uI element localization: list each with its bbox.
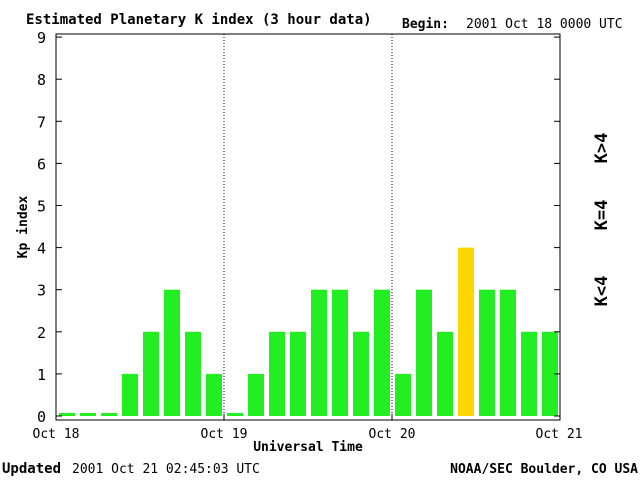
y-tick-label: 6 (37, 155, 46, 173)
kp-bar (122, 373, 138, 416)
x-tick-label: Oct 18 (33, 427, 80, 442)
kp-bar (542, 331, 558, 416)
y-tick-label: 4 (37, 240, 46, 258)
y-axis-ticks: 0 1 2 3 4 5 6 7 8 9 (37, 29, 560, 426)
updated-value: 2001 Oct 21 02:45:03 UTC (72, 462, 260, 477)
kp-bar (59, 413, 75, 416)
y-tick-label: 3 (37, 282, 46, 300)
kp-bar (80, 413, 96, 416)
kp-bar (374, 289, 390, 416)
kp-bar (101, 413, 117, 416)
y-tick-label: 0 (37, 408, 46, 426)
kp-bar (164, 289, 180, 416)
kp-bar (185, 331, 201, 416)
y-tick-label: 9 (37, 29, 46, 47)
begin-label: Begin: (402, 17, 449, 32)
y-axis-label: Kp index (16, 196, 31, 259)
source-credit: NOAA/SEC Boulder, CO USA (450, 462, 638, 477)
legend-k-above-4: K>4 (592, 133, 612, 164)
kp-bar (290, 331, 306, 416)
kp-bar (479, 289, 495, 416)
x-tick-label: Oct 20 (369, 427, 416, 442)
kp-bar (500, 289, 516, 416)
kp-bar (395, 373, 411, 416)
y-tick-label: 5 (37, 198, 46, 216)
chart-title: Estimated Planetary K index (3 hour data… (26, 12, 372, 28)
day-separators (223, 34, 393, 420)
kp-bar (227, 413, 243, 416)
legend-k-below-4: K<4 (592, 276, 612, 307)
kp-bar (206, 373, 222, 416)
kp-bar (269, 331, 285, 416)
begin-value: 2001 Oct 18 0000 UTC (466, 17, 623, 32)
x-axis-label: Universal Time (253, 440, 363, 455)
y-tick-label: 2 (37, 324, 46, 342)
x-axis-ticks: Oct 18 Oct 19 Oct 20 Oct 21 (33, 414, 583, 442)
kp-bar (521, 331, 537, 416)
kp-bar (416, 289, 432, 416)
y-tick-label: 8 (37, 71, 46, 89)
kp-bars (59, 247, 558, 416)
y-tick-label: 7 (37, 113, 46, 131)
kp-bar (437, 331, 453, 416)
kp-bar (458, 247, 474, 416)
kp-bar (353, 331, 369, 416)
plot-frame (55, 33, 561, 421)
y-tick-label: 1 (37, 366, 46, 384)
kp-bar (143, 331, 159, 416)
updated-label: Updated (2, 461, 61, 477)
kp-bar (332, 289, 348, 416)
x-tick-label: Oct 19 (201, 427, 248, 442)
legend-k-equal-4: K=4 (592, 200, 612, 231)
kp-bar (248, 373, 264, 416)
kp-bar (311, 289, 327, 416)
x-tick-label: Oct 21 (536, 427, 583, 442)
